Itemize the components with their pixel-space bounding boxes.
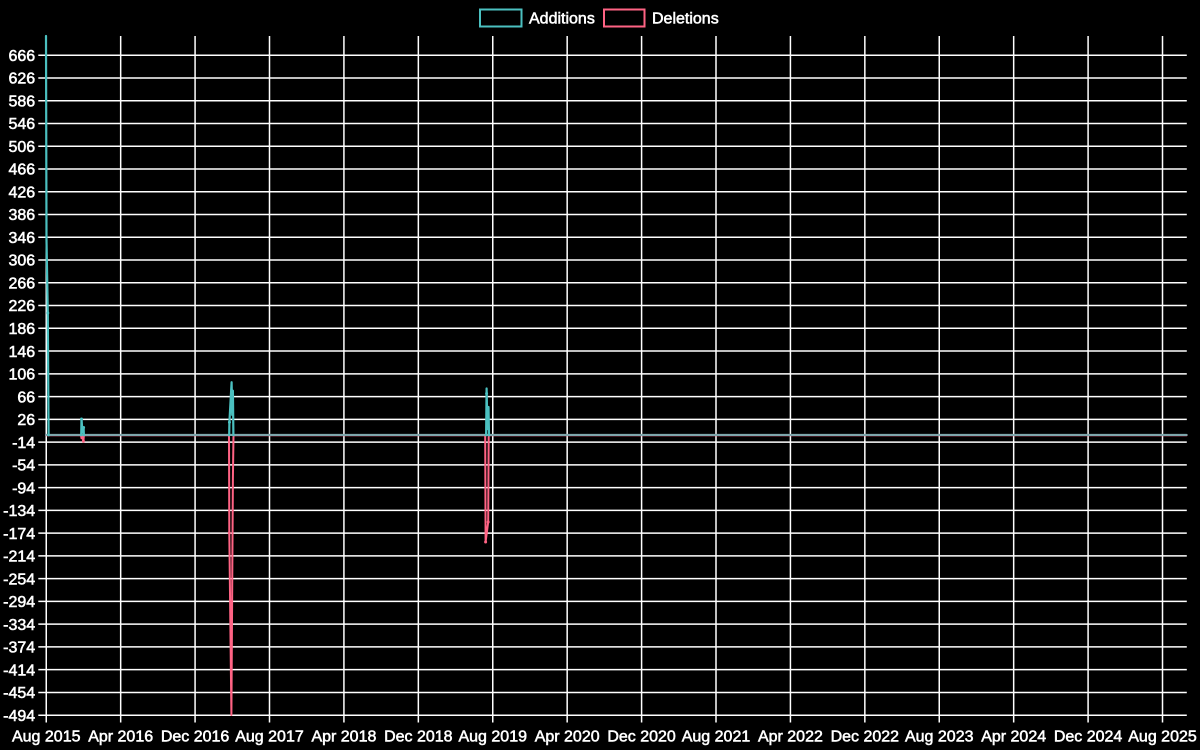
svg-text:-334: -334 [3,617,35,634]
svg-text:-374: -374 [3,640,35,657]
svg-text:266: 266 [8,275,35,292]
svg-text:-214: -214 [3,549,35,566]
svg-text:Apr 2018: Apr 2018 [311,729,376,746]
svg-text:106: 106 [8,367,35,384]
svg-text:Aug 2023: Aug 2023 [905,729,974,746]
svg-text:586: 586 [8,93,35,110]
svg-text:-494: -494 [3,708,35,725]
svg-text:Dec 2020: Dec 2020 [607,729,676,746]
svg-text:Additions: Additions [529,10,595,27]
svg-text:Aug 2017: Aug 2017 [235,729,304,746]
svg-text:-254: -254 [3,571,35,588]
svg-text:426: 426 [8,184,35,201]
svg-text:Aug 2019: Aug 2019 [458,729,527,746]
svg-text:-94: -94 [12,480,35,497]
svg-text:386: 386 [8,207,35,224]
svg-text:-414: -414 [3,662,35,679]
svg-text:Apr 2022: Apr 2022 [758,729,823,746]
svg-text:Dec 2024: Dec 2024 [1054,729,1123,746]
svg-text:66: 66 [17,389,35,406]
svg-text:466: 466 [8,162,35,179]
svg-text:-134: -134 [3,503,35,520]
svg-text:26: 26 [17,412,35,429]
svg-text:-174: -174 [3,526,35,543]
svg-text:Deletions: Deletions [652,10,719,27]
svg-text:-14: -14 [12,435,35,452]
svg-text:Dec 2022: Dec 2022 [831,729,900,746]
svg-text:Apr 2024: Apr 2024 [981,729,1046,746]
svg-text:Aug 2025: Aug 2025 [1128,729,1197,746]
svg-text:546: 546 [8,116,35,133]
svg-text:306: 306 [8,253,35,270]
svg-text:626: 626 [8,71,35,88]
svg-text:226: 226 [8,298,35,315]
svg-text:506: 506 [8,139,35,156]
svg-text:-54: -54 [12,458,35,475]
svg-text:Dec 2016: Dec 2016 [161,729,230,746]
svg-text:186: 186 [8,321,35,338]
svg-text:Dec 2018: Dec 2018 [384,729,453,746]
svg-text:146: 146 [8,344,35,361]
svg-text:346: 346 [8,230,35,247]
svg-text:Aug 2015: Aug 2015 [12,729,81,746]
svg-text:Apr 2016: Apr 2016 [88,729,153,746]
svg-text:666: 666 [8,48,35,65]
svg-text:-294: -294 [3,594,35,611]
svg-text:Apr 2020: Apr 2020 [535,729,600,746]
svg-text:-454: -454 [3,685,35,702]
svg-text:Aug 2021: Aug 2021 [682,729,751,746]
